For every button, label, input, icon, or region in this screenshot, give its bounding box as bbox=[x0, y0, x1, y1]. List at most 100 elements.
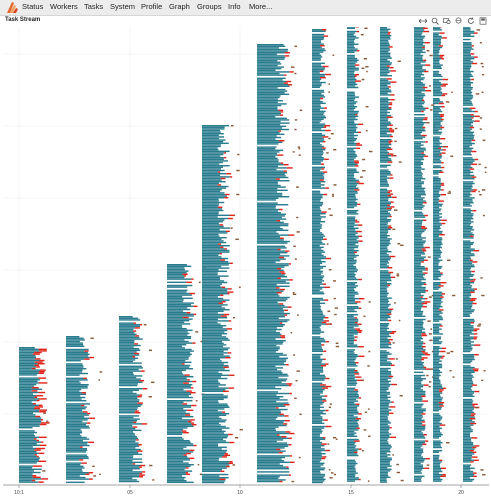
task-bar bbox=[414, 221, 423, 223]
task-bar bbox=[312, 155, 322, 157]
task-bar bbox=[202, 339, 230, 341]
task-bar bbox=[119, 389, 139, 392]
nav-more[interactable]: More... bbox=[249, 2, 273, 11]
save-tool-button[interactable] bbox=[479, 17, 487, 25]
wheel-zoom-tool-button[interactable] bbox=[443, 17, 451, 25]
transfer-bar bbox=[321, 457, 326, 460]
task-bar bbox=[463, 229, 475, 231]
task-bar bbox=[257, 237, 281, 240]
task-bar bbox=[312, 125, 325, 127]
task-bar bbox=[202, 454, 225, 457]
transfer-bar bbox=[387, 195, 392, 197]
transfer-bar bbox=[38, 382, 48, 384]
task-bar bbox=[380, 436, 391, 439]
task-bar bbox=[463, 109, 472, 111]
task-bar bbox=[167, 446, 187, 448]
wheel-pan-tool-button[interactable] bbox=[455, 17, 463, 25]
task-bar bbox=[347, 106, 358, 108]
transfer-bar bbox=[357, 131, 361, 134]
transfer-bar bbox=[279, 256, 285, 259]
transfer-bar bbox=[276, 448, 281, 451]
transfer-bar bbox=[186, 312, 191, 314]
task-bar bbox=[312, 413, 326, 415]
task-bar bbox=[19, 387, 32, 389]
task-bar bbox=[257, 288, 280, 291]
task-bar bbox=[347, 282, 358, 284]
task-bar bbox=[433, 88, 442, 90]
transfer-bar bbox=[438, 402, 445, 404]
misc-task-bar bbox=[427, 256, 431, 258]
task-bar bbox=[312, 46, 322, 49]
task-bar bbox=[380, 310, 392, 312]
task-bar bbox=[433, 437, 440, 439]
task-bar bbox=[414, 123, 424, 126]
task-bar bbox=[347, 478, 359, 481]
task-bar bbox=[433, 331, 440, 334]
transfer-bar bbox=[389, 124, 393, 127]
misc-task-bar bbox=[335, 438, 338, 441]
misc-task-bar bbox=[292, 354, 296, 356]
misc-task-bar bbox=[333, 184, 337, 186]
task-bar bbox=[433, 306, 443, 308]
nav-info[interactable]: Info bbox=[228, 2, 241, 11]
task-bar bbox=[463, 330, 474, 332]
save-icon bbox=[479, 17, 487, 25]
task-bar bbox=[202, 187, 227, 189]
transfer-bar bbox=[441, 166, 445, 169]
task-bar bbox=[66, 440, 83, 442]
task-bar bbox=[257, 284, 277, 286]
nav-system[interactable]: System bbox=[110, 2, 136, 11]
task-bar bbox=[347, 402, 355, 404]
task-bar bbox=[347, 426, 359, 428]
task-bar bbox=[414, 318, 426, 321]
task-bar bbox=[66, 374, 80, 376]
task-bar bbox=[463, 390, 475, 393]
task-bar bbox=[433, 93, 443, 95]
task-bar bbox=[414, 331, 426, 334]
nav-graph[interactable]: Graph bbox=[169, 2, 190, 11]
task-bar bbox=[347, 408, 358, 410]
transfer-bar bbox=[440, 126, 445, 129]
task-bar bbox=[202, 451, 227, 453]
task-bar bbox=[19, 374, 38, 376]
task-bar bbox=[380, 223, 388, 226]
task-bar bbox=[257, 444, 289, 446]
transfer-bar bbox=[474, 333, 478, 335]
transfer-bar bbox=[354, 74, 359, 76]
task-stream-plot[interactable]: 10:1 05 10 15 20 bbox=[0, 27, 491, 500]
task-bar bbox=[66, 336, 80, 338]
nav-workers[interactable]: Workers bbox=[50, 2, 78, 11]
task-bar bbox=[257, 468, 290, 470]
task-bar bbox=[202, 174, 221, 177]
box-zoom-tool-button[interactable] bbox=[431, 17, 439, 25]
task-bar bbox=[347, 464, 356, 466]
reset-tool-button[interactable] bbox=[467, 17, 475, 25]
task-bar bbox=[380, 199, 389, 202]
transfer-bar bbox=[281, 436, 287, 438]
panel-title: Task Stream bbox=[5, 17, 41, 23]
task-bar bbox=[312, 142, 320, 145]
x-axis: 10:1 05 10 15 20 bbox=[3, 484, 489, 496]
nav-status[interactable]: Status bbox=[22, 2, 44, 11]
task-bar bbox=[66, 384, 89, 386]
task-bar bbox=[414, 336, 422, 338]
task-bar bbox=[463, 42, 472, 44]
pan-tool-button[interactable] bbox=[419, 17, 427, 25]
task-bar bbox=[167, 321, 185, 324]
task-bar bbox=[414, 408, 426, 410]
task-bar bbox=[202, 360, 222, 362]
task-bar bbox=[433, 459, 440, 462]
task-bar bbox=[463, 93, 472, 95]
task-bar bbox=[347, 243, 356, 246]
transfer-bar bbox=[228, 462, 233, 465]
nav-groups[interactable]: Groups bbox=[197, 2, 222, 11]
misc-task-bar bbox=[327, 443, 330, 445]
task-bar bbox=[414, 440, 426, 442]
task-bar bbox=[463, 133, 473, 135]
nav-profile[interactable]: Profile bbox=[141, 2, 163, 11]
task-bar bbox=[119, 448, 141, 451]
nav-tasks[interactable]: Tasks bbox=[84, 2, 104, 11]
task-bar bbox=[414, 256, 426, 258]
transfer-bar bbox=[138, 444, 142, 446]
task-bar bbox=[347, 469, 356, 471]
